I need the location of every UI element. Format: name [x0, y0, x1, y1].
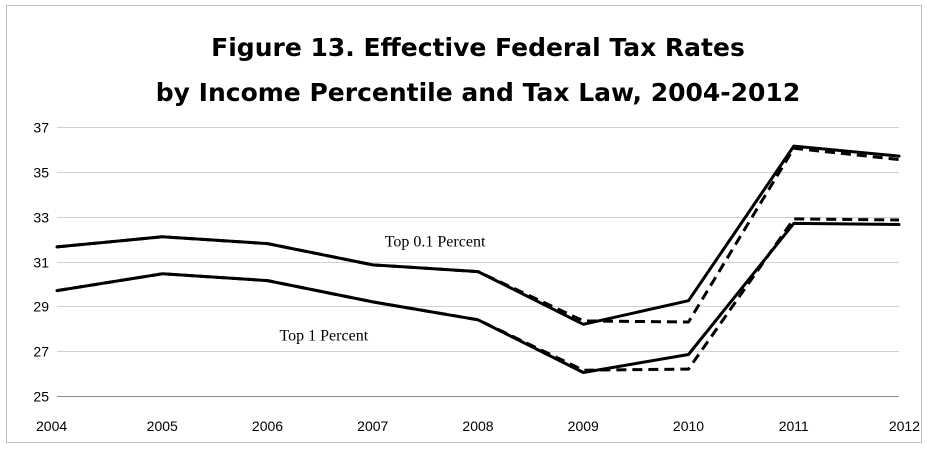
series-lines	[55, 144, 901, 374]
y-tick-label: 33	[33, 210, 49, 226]
x-axis-ticks: 2004 2005 2006 2007 2008 2009 2010 2011 2012	[36, 418, 920, 434]
annotation-label: Top 1 Percent	[280, 327, 369, 344]
x-tick-label: 2011	[779, 418, 809, 434]
x-tick-label: 2010	[673, 418, 704, 434]
x-tick-label: 2007	[357, 418, 388, 434]
x-tick-label: 2005	[147, 418, 178, 434]
y-tick-label: 25	[33, 389, 49, 405]
y-axis-ticks: 25 27 29 31 33 35 37	[33, 120, 49, 405]
y-tick-label: 31	[33, 255, 49, 271]
y-tick-label: 27	[33, 344, 49, 360]
series-line-4	[56, 217, 900, 372]
annotations: Top 0.1 Percent Top 1 Percent	[280, 233, 486, 344]
x-tick-label: 2004	[36, 418, 67, 434]
y-tick-label: 29	[33, 299, 49, 315]
annotation-label: Top 0.1 Percent	[385, 233, 486, 250]
chart-frame	[6, 5, 922, 443]
x-tick-label: 2006	[252, 418, 283, 434]
y-tick-label: 37	[33, 120, 49, 136]
x-tick-label: 2008	[462, 418, 493, 434]
x-tick-label: 2009	[568, 418, 599, 434]
chart-title-line-1: Figure 13. Effective Federal Tax Rates	[211, 33, 745, 62]
gridlines	[57, 127, 899, 397]
y-tick-label: 35	[33, 165, 49, 181]
x-tick-label: 2012	[889, 418, 920, 434]
chart-title-line-2: by Income Percentile and Tax Law, 2004-2…	[156, 78, 800, 107]
series-line-2	[56, 146, 900, 324]
